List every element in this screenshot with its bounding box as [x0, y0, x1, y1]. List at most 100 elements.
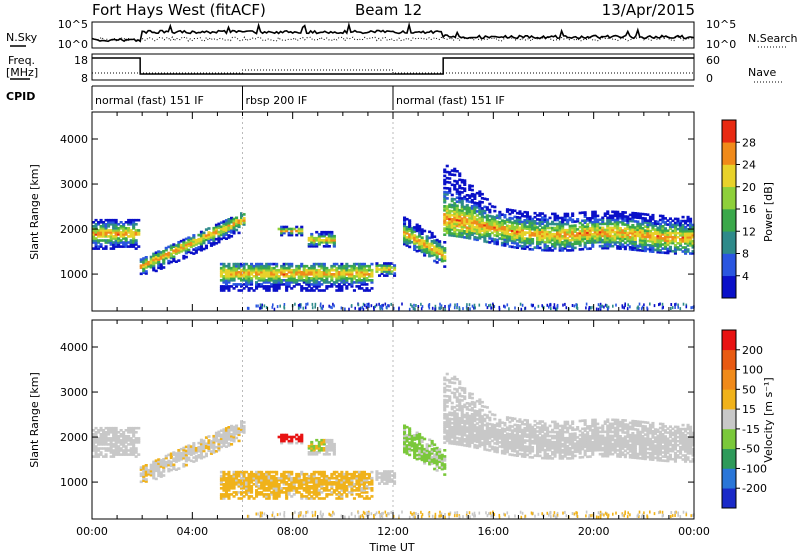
- power-pixel: [466, 307, 468, 311]
- velocity-pixel: [240, 485, 244, 488]
- velocity-pixel: [463, 425, 467, 429]
- velocity-pixel: [134, 437, 138, 440]
- power-pixel: [237, 262, 241, 266]
- power-pixel: [538, 232, 542, 235]
- power-pixel: [523, 210, 527, 214]
- power-pixel: [202, 233, 206, 237]
- velocity-pixel: [360, 495, 364, 498]
- velocity-pixel: [257, 493, 261, 496]
- power-pixel: [498, 307, 501, 311]
- power-pixel: [410, 240, 414, 244]
- power-pixel: [455, 228, 459, 232]
- velocity-pixel: [342, 491, 346, 494]
- power-pixel: [350, 285, 354, 288]
- velocity-pixel: [468, 394, 472, 397]
- velocity-pixel: [214, 439, 218, 443]
- power-pixel: [465, 194, 469, 197]
- power-pixel: [503, 234, 507, 237]
- power-pixel: [691, 233, 695, 237]
- power-pixel: [94, 241, 98, 244]
- power-pixel: [679, 240, 683, 243]
- power-pixel: [350, 304, 353, 308]
- power-pixel: [626, 231, 630, 235]
- power-pixel: [518, 220, 522, 223]
- power-pixel: [142, 267, 146, 270]
- velocity-pixel: [295, 472, 299, 476]
- power-pixel: [290, 268, 294, 272]
- power-pixel: [330, 283, 334, 286]
- velocity-pixel: [162, 460, 166, 463]
- velocity-pixel: [219, 483, 223, 486]
- power-pixel: [360, 279, 364, 282]
- velocity-pixel: [300, 441, 304, 445]
- power-pixel: [272, 281, 276, 284]
- power-pixel: [277, 285, 281, 288]
- velocity-pixel: [305, 483, 309, 486]
- velocity-pixel: [408, 429, 412, 432]
- velocity-pixel: [455, 396, 459, 399]
- velocity-pixel: [383, 474, 387, 477]
- velocity-pixel: [460, 443, 464, 447]
- power-pixel: [443, 168, 447, 172]
- velocity-pixel: [385, 472, 389, 475]
- velocity-pixel: [468, 438, 472, 442]
- velocity-pixel: [307, 489, 311, 492]
- power-pixel: [596, 240, 600, 244]
- velocity-pixel: [295, 478, 299, 482]
- power-pixel: [375, 266, 379, 269]
- power-pixel: [663, 251, 667, 255]
- power-pixel: [503, 232, 507, 235]
- power-pixel: [488, 220, 492, 224]
- power-pixel: [520, 234, 524, 238]
- velocity-pixel: [235, 424, 239, 428]
- power-pixel: [292, 270, 296, 274]
- velocity-pixel: [275, 470, 279, 474]
- power-pixel: [305, 289, 309, 292]
- power-pixel: [503, 215, 507, 219]
- power-pixel: [127, 221, 131, 224]
- velocity-pixel: [455, 422, 459, 426]
- velocity-pixel: [312, 449, 316, 452]
- power-pixel: [478, 208, 482, 212]
- power-pixel: [337, 287, 341, 290]
- power-pixel: [94, 247, 98, 250]
- velocity-pixel: [124, 441, 128, 444]
- velocity-pixel: [468, 392, 472, 395]
- power-pixel: [383, 268, 387, 271]
- velocity-pixel: [124, 449, 128, 452]
- power-pixel: [611, 222, 615, 226]
- velocity-pixel: [458, 418, 462, 422]
- power-pixel: [493, 209, 497, 213]
- power-pixel: [586, 219, 590, 222]
- velocity-pixel: [300, 497, 304, 500]
- power-pixel: [593, 214, 597, 218]
- power-pixel: [214, 225, 218, 229]
- power-pixel: [640, 307, 643, 311]
- power-pixel: [596, 226, 600, 230]
- power-pixel: [385, 266, 389, 269]
- power-pixel: [538, 234, 542, 238]
- power-pixel: [276, 305, 279, 309]
- velocity-pixel: [287, 493, 291, 496]
- power-pixel: [240, 218, 244, 221]
- power-pixel: [591, 239, 595, 242]
- power-pixel: [310, 245, 314, 248]
- power-pixel: [142, 269, 146, 272]
- velocity-pixel: [320, 483, 324, 486]
- power-pixel: [601, 230, 605, 234]
- velocity-pixel: [433, 447, 437, 450]
- power-pixel: [443, 209, 447, 212]
- power-pixel: [327, 270, 331, 274]
- velocity-pixel: [320, 497, 324, 500]
- power-pixel: [159, 267, 163, 270]
- power-pixel: [375, 303, 378, 307]
- power-pixel: [658, 226, 662, 230]
- power-pixel: [365, 273, 369, 276]
- velocity-pixel: [209, 450, 213, 453]
- velocity-pixel: [147, 468, 151, 472]
- velocity-pixel: [174, 454, 178, 457]
- power-pixel: [581, 223, 585, 227]
- velocity-pixel: [277, 493, 281, 496]
- power-pixel: [247, 281, 251, 284]
- power-pixel: [586, 217, 590, 220]
